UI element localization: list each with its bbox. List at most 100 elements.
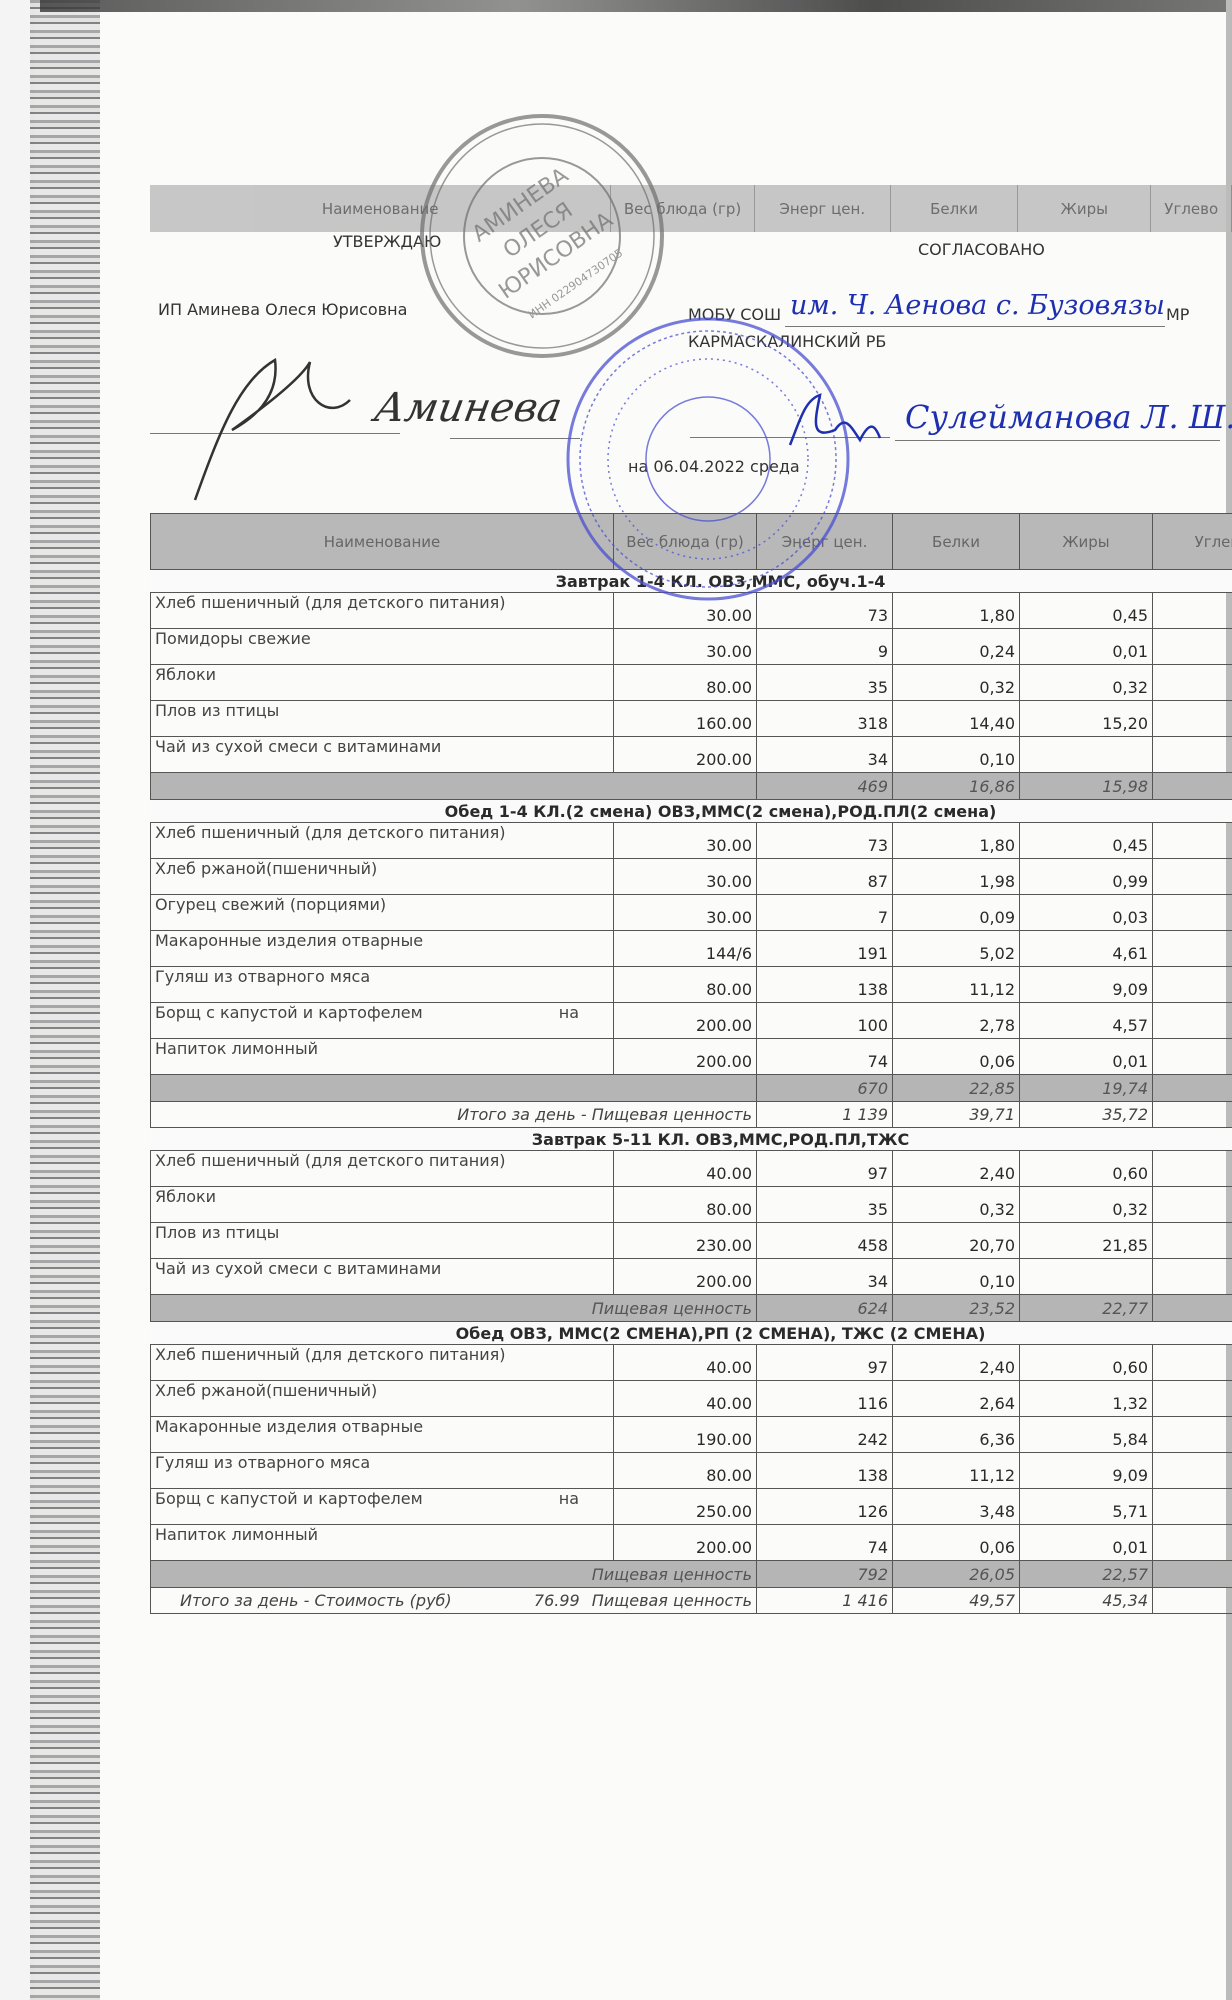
total-carbs: 10: [1152, 1560, 1232, 1588]
total-label: Пищевая ценность: [150, 1560, 757, 1588]
cell-protein: 1,80: [892, 822, 1020, 859]
cell-fat: 9,09: [1019, 1452, 1153, 1489]
cell-fat: 4,57: [1019, 1002, 1153, 1039]
total-energy: 469: [756, 772, 893, 800]
dish-name: Яблоки: [150, 664, 614, 701]
right-org-line2: КАРМАСКАЛИНСКИЙ РБ: [688, 332, 887, 351]
total-carbs: 5: [1152, 772, 1232, 800]
dish-name: Борщ с капустой и картофелем на: [150, 1002, 614, 1039]
cell-carbs: 2: [1152, 700, 1232, 737]
dish-name-text: Помидоры свежие: [155, 629, 311, 649]
total-energy: 624: [756, 1294, 893, 1322]
cell-fat: 4,61: [1019, 930, 1153, 967]
dish-row: Чай из сухой смеси с витаминами 200.00 34 0…: [150, 1258, 1232, 1295]
cell-weight: 30.00: [613, 858, 757, 895]
cell-carbs: 1: [1152, 1344, 1232, 1381]
cell-weight: 30.00: [613, 628, 757, 665]
cell-energy: 87: [756, 858, 893, 895]
cell-energy: 138: [756, 1452, 893, 1489]
dish-name-text: Огурец свежий (порциями): [155, 895, 387, 915]
table-header-row: Наименование Вес блюда (гр) Энерг цен. Белк…: [150, 513, 1232, 570]
nutrition-label: Пищевая ценность: [591, 1298, 752, 1318]
cell-carbs: [1152, 894, 1232, 931]
nutrition-label: Пищевая ценность: [591, 1591, 752, 1610]
dish-name-text: Яблоки: [155, 665, 217, 685]
dish-name-text: Хлеб ржаной(пшеничный): [155, 1381, 378, 1401]
cell-protein: 20,70: [892, 1222, 1020, 1259]
cell-fat: 0,32: [1019, 1186, 1153, 1223]
total-energy: 670: [756, 1074, 893, 1102]
dish-row: Чай из сухой смеси с витаминами 200.00 34 0…: [150, 736, 1232, 773]
dish-name: Огурец свежий (порциями): [150, 894, 614, 931]
dish-row: Гуляш из отварного мяса 80.00 138 11,12 9,09: [150, 966, 1232, 1003]
dish-name-text: Яблоки: [155, 1187, 217, 1207]
total-label: Итого за день - Пищевая ценность: [150, 1101, 757, 1128]
cell-protein: 14,40: [892, 700, 1020, 737]
cell-fat: 9,09: [1019, 966, 1153, 1003]
dish-name: Чай из сухой смеси с витаминами: [150, 736, 614, 773]
cell-carbs: 1: [1152, 1002, 1232, 1039]
cell-carbs: 1: [1152, 1488, 1232, 1525]
dish-name-text: Борщ с капустой и картофелем: [155, 1003, 423, 1023]
cell-energy: 35: [756, 1186, 893, 1223]
cell-energy: 191: [756, 930, 893, 967]
dish-name: Помидоры свежие: [150, 628, 614, 665]
cell-protein: 2,40: [892, 1344, 1020, 1381]
signature-name-line-left: [450, 438, 580, 439]
ghost-header-cell: Белки: [891, 185, 1019, 232]
signature-line-right: [690, 437, 890, 438]
total-protein: 16,86: [892, 772, 1020, 800]
cell-weight: 40.00: [613, 1380, 757, 1417]
dish-name-text: Гуляш из отварного мяса: [155, 967, 371, 987]
dish-row: Борщ с капустой и картофелем на 200.00 100 2…: [150, 1002, 1232, 1039]
ghost-header-cell: Наименование: [150, 185, 612, 232]
cost-value: 76.99: [533, 1591, 580, 1610]
cell-protein: 1,80: [892, 592, 1020, 629]
dish-name: Напиток лимонный: [150, 1524, 614, 1561]
total-protein: 23,52: [892, 1294, 1020, 1322]
cell-weight: 80.00: [613, 966, 757, 1003]
total-carbs: 181: [1152, 1587, 1232, 1614]
header-cell: Энерг цен.: [756, 513, 893, 570]
total-fat: 19,74: [1019, 1074, 1153, 1102]
cell-weight: 160.00: [613, 700, 757, 737]
dish-name-text: Хлеб пшеничный (для детского питания): [155, 1151, 506, 1171]
header-cell: Наименование: [150, 513, 614, 570]
cell-energy: 73: [756, 822, 893, 859]
dish-name: Плов из птицы: [150, 1222, 614, 1259]
total-label: Пищевая ценность: [150, 1294, 757, 1322]
cell-energy: 73: [756, 592, 893, 629]
cell-carbs: 1: [1152, 822, 1232, 859]
blue-round-stamp: [566, 317, 850, 601]
cell-energy: 9: [756, 628, 893, 665]
dish-name-text: Хлеб пшеничный (для детского питания): [155, 823, 506, 843]
cell-fat: 0,99: [1019, 858, 1153, 895]
cell-carbs: [1152, 736, 1232, 773]
ghost-table-header: Наименование Вес блюда (гр) Энерг цен. Б…: [150, 185, 1232, 232]
dish-portion-note: на: [558, 1003, 579, 1023]
right-org-handwritten: им. Ч. Аенова с. Бузовязы: [790, 290, 1165, 321]
cell-protein: 0,10: [892, 736, 1020, 773]
total-fat: 45,34: [1019, 1587, 1153, 1614]
total-protein: 39,71: [892, 1101, 1020, 1128]
dish-portion-note: на: [558, 1489, 579, 1509]
cell-protein: 0,32: [892, 1186, 1020, 1223]
scan-margin: [0, 0, 34, 2000]
cell-energy: 100: [756, 1002, 893, 1039]
ghost-header-cell: Жиры: [1018, 185, 1152, 232]
dish-name-text: Плов из птицы: [155, 701, 280, 721]
cell-energy: 458: [756, 1222, 893, 1259]
dish-name: Хлеб ржаной(пшеничный): [150, 1380, 614, 1417]
cell-energy: 97: [756, 1344, 893, 1381]
total-energy: 792: [756, 1560, 893, 1588]
total-fat: 22,77: [1019, 1294, 1153, 1322]
cell-fat: 0,01: [1019, 1038, 1153, 1075]
nutrition-label: Итого за день - Пищевая ценность: [457, 1105, 752, 1124]
total-carbs: 7: [1152, 1294, 1232, 1322]
org-underline: [785, 326, 1165, 327]
nutrition-label: Пищевая ценность: [591, 1564, 752, 1584]
dish-name-text: Чай из сухой смеси с витаминами: [155, 737, 442, 757]
dish-row: Огурец свежий (порциями) 30.00 7 0,09 0,03: [150, 894, 1232, 931]
dish-name: Плов из птицы: [150, 700, 614, 737]
